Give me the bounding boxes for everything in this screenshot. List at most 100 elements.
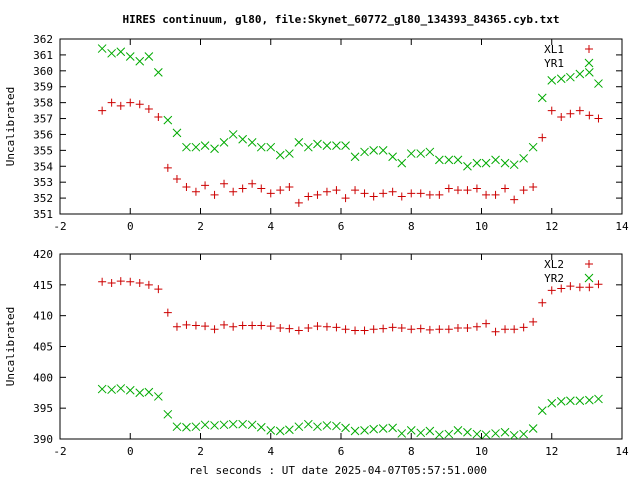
data-point <box>238 321 247 330</box>
data-point <box>397 158 407 168</box>
x-tick-label: 14 <box>615 220 629 233</box>
data-point <box>191 321 200 330</box>
data-point <box>210 325 219 334</box>
data-point <box>481 158 491 168</box>
data-point <box>182 422 191 432</box>
chart-panel-2: -2 0 2 4 6 8 10 12 14 390 395 400 405 410 415 420 Uncali… <box>4 248 629 458</box>
legend-marker <box>585 260 593 268</box>
data-point <box>219 138 229 147</box>
data-point <box>585 283 594 292</box>
x-tick-label: 8 <box>408 445 415 458</box>
data-point <box>444 155 454 165</box>
data-point <box>154 285 163 294</box>
data-point <box>294 326 303 335</box>
y-tick-label: 357 <box>33 113 53 126</box>
data-point <box>201 322 210 331</box>
x-tick-label: 6 <box>338 445 345 458</box>
data-point <box>248 179 257 188</box>
data-point <box>163 163 172 172</box>
data-point <box>229 187 238 196</box>
data-point <box>257 321 266 330</box>
data-point <box>285 425 294 435</box>
data-point <box>491 327 500 336</box>
x-tick-label: 10 <box>475 445 488 458</box>
data-point <box>125 52 135 61</box>
data-point <box>529 182 538 191</box>
data-point <box>135 100 144 109</box>
y-tick-label: 360 <box>33 65 53 78</box>
data-point <box>275 426 285 436</box>
data-point <box>285 324 294 333</box>
chart-panel-1: -2 0 2 4 6 8 10 12 14 351 352 353 354 355 356 357 358 359… <box>4 33 629 233</box>
data-point <box>191 187 200 196</box>
data-point <box>510 325 519 334</box>
data-point <box>210 144 219 154</box>
legend-label: XL2 <box>544 258 564 271</box>
data-point <box>500 158 510 168</box>
data-point <box>266 426 276 435</box>
data-point <box>256 422 266 432</box>
x-tick-label: 8 <box>408 220 415 233</box>
data-point <box>220 179 229 188</box>
data-point <box>547 286 556 295</box>
data-point <box>369 325 378 334</box>
data-point <box>482 319 491 328</box>
y-tick-label: 362 <box>33 33 53 46</box>
y-tick-label: 390 <box>33 433 53 446</box>
data-point <box>107 385 116 395</box>
data-point <box>322 141 332 150</box>
data-point <box>116 47 126 57</box>
x-tick-label: 10 <box>475 220 488 233</box>
data-point <box>191 142 201 152</box>
data-point <box>182 142 191 152</box>
data-point <box>388 187 397 196</box>
data-point <box>397 429 407 438</box>
data-point <box>538 133 547 142</box>
data-point <box>388 323 397 332</box>
data-point <box>332 141 341 150</box>
data-point <box>229 322 238 331</box>
x-tick-label: 6 <box>338 220 345 233</box>
data-point <box>313 422 322 432</box>
data-point <box>584 68 594 77</box>
data-point <box>210 190 219 199</box>
data-point <box>416 189 425 198</box>
series-xl1 <box>98 98 603 207</box>
data-point <box>256 142 266 152</box>
y-tick-label: 353 <box>33 176 53 189</box>
y-tick-label: 395 <box>33 402 53 415</box>
data-point <box>500 427 510 437</box>
y-tick-label: 359 <box>33 81 53 94</box>
data-point <box>566 282 575 291</box>
data-point <box>547 106 556 115</box>
data-point <box>257 184 266 193</box>
data-point <box>116 384 126 393</box>
x-tick-label: 0 <box>127 220 134 233</box>
data-point <box>584 395 594 405</box>
data-point <box>397 324 406 332</box>
plot-frame <box>59 38 623 215</box>
x-tick-label: 4 <box>267 220 274 233</box>
data-point <box>453 155 463 165</box>
data-point <box>481 430 491 440</box>
x-tick-label: 0 <box>127 445 134 458</box>
data-point <box>294 198 303 207</box>
data-point <box>126 277 135 286</box>
data-point <box>453 186 462 195</box>
series-yr1 <box>97 44 603 171</box>
data-point <box>304 192 313 201</box>
x-tick-label: 14 <box>615 445 629 458</box>
y-tick-label: 361 <box>33 49 53 62</box>
data-point <box>360 426 369 435</box>
data-point <box>351 326 360 335</box>
data-point <box>434 155 444 165</box>
data-point <box>425 325 434 334</box>
data-point <box>276 324 285 332</box>
data-point <box>407 189 416 198</box>
data-point <box>444 325 453 334</box>
data-point <box>369 424 379 434</box>
data-point <box>107 278 116 287</box>
data-point <box>201 181 210 190</box>
data-point <box>341 423 350 433</box>
data-point <box>547 76 557 85</box>
